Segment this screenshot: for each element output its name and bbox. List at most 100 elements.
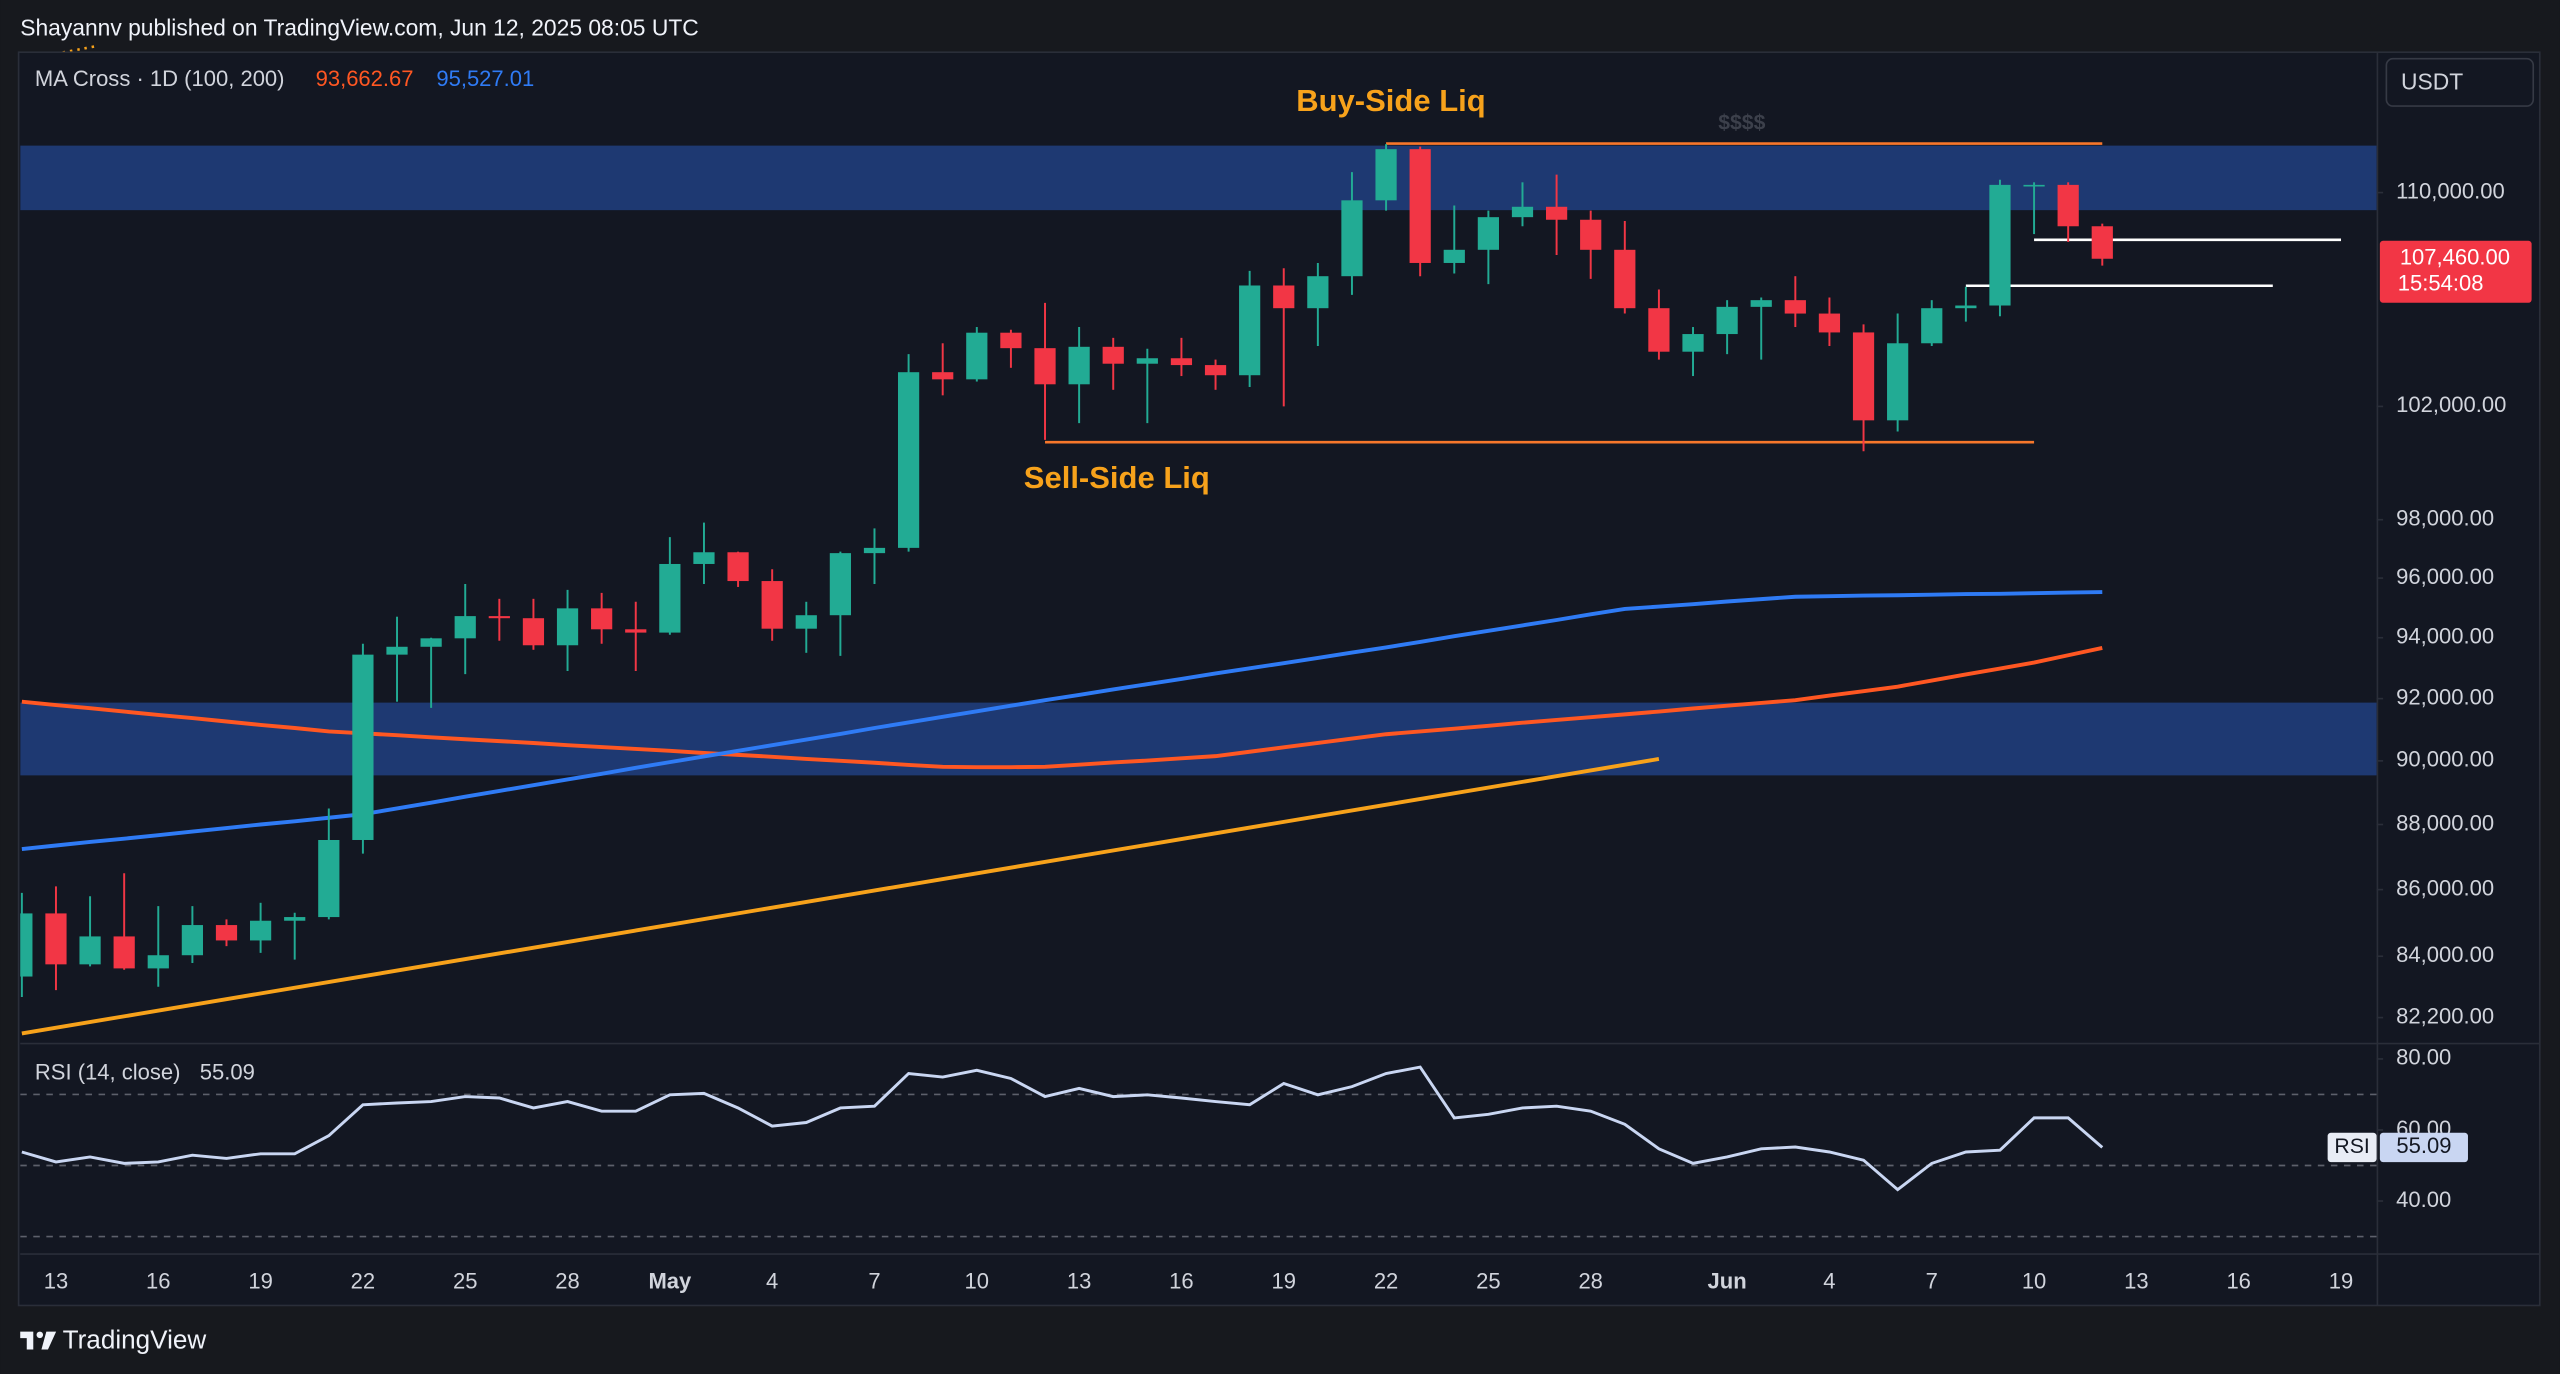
price-tick-label: 82,200.00 <box>2396 1003 2494 1028</box>
price-tick-label: 92,000.00 <box>2396 684 2494 709</box>
candle-body <box>386 646 408 655</box>
time-tick-label: 22 <box>1374 1268 1399 1293</box>
ma-legend-value: 93,662.67 <box>316 66 414 91</box>
price-tick-label: 90,000.00 <box>2396 747 2494 772</box>
price-tick-label: 98,000.00 <box>2396 506 2494 531</box>
liquidity-zone <box>20 145 2377 211</box>
time-tick-label: 19 <box>248 1268 272 1293</box>
currency-button[interactable]: USDT <box>2385 57 2535 107</box>
candle-body <box>1204 365 1227 376</box>
time-tick-label: May <box>648 1268 692 1293</box>
candle-body <box>45 913 67 965</box>
chart-frame <box>17 51 2541 1307</box>
candle-body <box>2057 184 2079 227</box>
candle-body <box>1545 206 1568 220</box>
price-tick-label: 102,000.00 <box>2396 392 2506 417</box>
candle-body <box>2023 184 2045 187</box>
target-label: $$$$ <box>1718 112 1765 135</box>
rsi-line <box>21 1065 2104 1192</box>
candle-body <box>488 616 510 619</box>
rsi-legend: RSI (14, close) <box>35 1060 181 1085</box>
time-tick-label: 4 <box>766 1268 778 1293</box>
logo-mark <box>36 1331 44 1339</box>
liquidity-zone <box>20 702 2377 776</box>
candle-body <box>591 608 613 630</box>
candle-body <box>454 616 476 639</box>
time-tick-label: 4 <box>1823 1268 1835 1293</box>
candle-body <box>556 608 579 646</box>
candle-body <box>113 936 135 969</box>
candle-body <box>795 615 817 629</box>
rsi-tick-label: 80.00 <box>2396 1045 2451 1070</box>
ma-legend-value: 95,527.01 <box>436 66 534 91</box>
candle-body <box>1921 308 1943 344</box>
candle-body <box>1716 306 1738 335</box>
rsi-value-label: 55.09 <box>2396 1133 2451 1158</box>
time-tick-label: 7 <box>868 1268 880 1293</box>
currency-button-label[interactable]: USDT <box>2401 68 2463 94</box>
candle-body <box>181 925 203 956</box>
candle-body <box>215 925 238 941</box>
candle-body <box>1887 343 1909 421</box>
publish-header: Shayannv published on TradingView.com, J… <box>20 14 699 40</box>
candle-body <box>420 638 442 647</box>
candle-body <box>1068 346 1090 385</box>
candle-body <box>1580 219 1602 250</box>
time-tick-label: 19 <box>2329 1268 2354 1293</box>
candle-body <box>1273 285 1295 309</box>
rsi-value-box <box>2379 1132 2468 1163</box>
candle-body <box>1750 300 1772 307</box>
candle-body <box>693 552 715 564</box>
trendline <box>21 757 1660 1036</box>
time-tick-label: 22 <box>351 1268 376 1293</box>
time-tick-label: 13 <box>1067 1268 1092 1293</box>
time-tick-label: 16 <box>2226 1268 2251 1293</box>
rsi-tag: RSI <box>2334 1135 2369 1158</box>
time-tick-label: 13 <box>44 1268 69 1293</box>
candle-body <box>1648 308 1670 352</box>
time-tick-label: 25 <box>453 1268 478 1293</box>
candle-body <box>1511 206 1534 218</box>
candle-body <box>284 917 306 921</box>
candle-body <box>1614 249 1636 309</box>
candle-body <box>1136 358 1158 364</box>
candle-body <box>1409 149 1431 263</box>
candle-body <box>318 839 340 918</box>
logo-mark <box>20 1331 34 1350</box>
bar-countdown: 15:54:08 <box>2398 271 2484 296</box>
candle-body <box>1034 348 1056 385</box>
time-tick-label: 7 <box>1926 1268 1938 1293</box>
time-tick-label: 28 <box>555 1268 580 1293</box>
candle-body <box>1307 276 1329 309</box>
candle-body <box>625 629 647 633</box>
candle-body <box>1784 300 1806 314</box>
footer-logo <box>20 1331 57 1350</box>
candle-body <box>1239 285 1261 376</box>
candle-body <box>932 372 954 380</box>
price-tick-label: 96,000.00 <box>2396 564 2494 589</box>
candle-body <box>1989 184 2011 306</box>
rsi-tag-box <box>2327 1132 2377 1163</box>
last-price-box <box>2379 240 2532 303</box>
buy-side-label: Buy-Side Liq <box>1296 83 1485 118</box>
time-tick-label: 13 <box>2124 1268 2149 1293</box>
candle-body <box>1000 332 1022 349</box>
candle-body <box>1818 313 1841 333</box>
candle-body <box>522 618 545 646</box>
candle-body <box>249 920 272 941</box>
candle-body <box>2091 226 2113 259</box>
currency-button-frame[interactable] <box>2385 57 2535 107</box>
indicator-legend: MA Cross · 1D (100, 200) <box>35 66 285 91</box>
candle-body <box>966 332 988 380</box>
logo-mark <box>41 1331 57 1350</box>
last-price-label: 107,460.00 <box>2400 245 2510 270</box>
rsi-tick-label: 40.00 <box>2396 1187 2451 1212</box>
candle-body <box>863 547 886 554</box>
time-tick-label: 10 <box>2022 1268 2046 1293</box>
candle-body <box>897 372 920 548</box>
axes: 110,000.00 102,000.00 98,000.00 96,000.00 94… <box>44 178 2532 1293</box>
rsi-pane <box>20 1065 2377 1238</box>
candle-body <box>1341 200 1363 277</box>
time-tick-label: 10 <box>965 1268 990 1293</box>
